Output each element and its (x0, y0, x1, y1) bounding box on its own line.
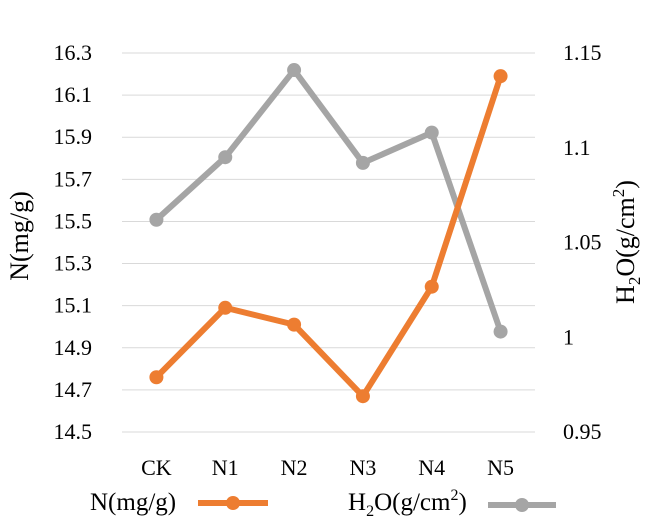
x-tick-label: N2 (281, 455, 308, 480)
data-point-n (149, 370, 164, 385)
left-axis-ticks: 14.5 14.7 14.9 15.1 15.3 15.5 15.7 15.9 16.1 16.3 (54, 40, 93, 444)
legend: N(mg/g) H2O(g/cm2) (90, 487, 556, 520)
left-tick-label: 15.9 (54, 124, 93, 149)
series-line-h2o (153, 67, 504, 335)
right-tick-label: 1.15 (563, 40, 602, 65)
right-tick-label: 1 (563, 324, 574, 349)
left-tick-label: 15.1 (54, 293, 93, 318)
left-tick-label: 15.7 (54, 166, 93, 191)
x-tick-label: N3 (349, 455, 376, 480)
data-point-h2o (355, 155, 370, 170)
legend-swatch-h2o-marker (515, 498, 529, 512)
left-tick-label: 16.1 (54, 82, 93, 107)
x-axis-ticks: CK N1 N2 N3 N4 N5 (141, 455, 514, 480)
right-axis-title: H2O(g/cm2) (609, 180, 644, 304)
data-point-h2o (149, 212, 164, 227)
x-tick-label: N1 (212, 455, 239, 480)
right-axis-ticks: 0.95 1 1.05 1.1 1.15 (563, 40, 602, 444)
x-tick-label: CK (141, 455, 172, 480)
right-tick-label: 0.95 (563, 419, 602, 444)
data-point-h2o (493, 324, 508, 339)
data-point-h2o (287, 63, 302, 78)
data-point-h2o (424, 125, 439, 140)
left-tick-label: 14.5 (54, 419, 93, 444)
left-tick-label: 15.5 (54, 208, 93, 233)
legend-label-h2o: H2O(g/cm2) (348, 487, 467, 520)
left-tick-label: 15.3 (54, 251, 93, 276)
series-lines (149, 63, 508, 404)
data-point-n (218, 300, 233, 315)
left-tick-label: 14.9 (54, 335, 93, 360)
right-tick-label: 1.05 (563, 230, 602, 255)
left-axis-title: N(mg/g) (5, 191, 34, 281)
data-point-n (424, 279, 439, 294)
series-line-n (153, 73, 504, 400)
data-point-n (355, 389, 370, 404)
x-tick-label: N5 (487, 455, 514, 480)
data-point-n (493, 69, 508, 84)
legend-swatch-n-marker (226, 496, 240, 510)
x-tick-label: N4 (418, 455, 445, 480)
gridlines (122, 52, 535, 433)
data-point-n (287, 317, 302, 332)
left-tick-label: 14.7 (54, 377, 93, 402)
right-tick-label: 1.1 (563, 135, 591, 160)
left-tick-label: 16.3 (54, 40, 93, 65)
legend-label-n: N(mg/g) (90, 489, 176, 516)
data-point-h2o (218, 150, 233, 165)
